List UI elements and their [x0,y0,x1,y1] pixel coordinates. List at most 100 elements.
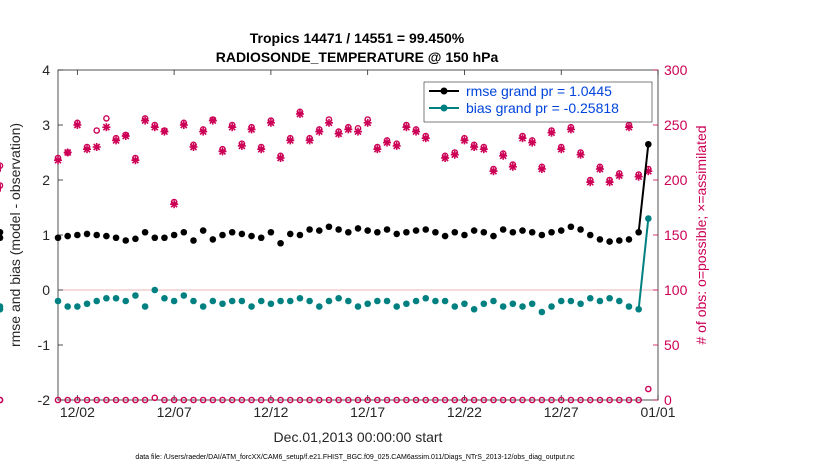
obs-possible-point [422,396,430,404]
left-tick-label: 4 [42,62,50,78]
obs-star-d2 [180,121,188,129]
obs-star-d2 [393,142,401,150]
obs-possible-point [645,385,652,393]
obs-star-d2 [73,121,81,129]
obs-possible-point [257,396,265,404]
bias-point [325,297,333,305]
bias-point [393,303,401,310]
obs-assimilated-point [54,156,62,165]
obs-star-d2 [586,178,594,186]
obs-assimilated-point [218,147,227,156]
bias-point [132,292,139,299]
rmse-point [296,231,304,239]
obs-star-d2 [615,172,623,180]
bias-point [383,297,391,305]
obs-possible-point [209,396,217,404]
obs-assimilated-point [479,145,488,154]
obs-star-d2 [102,123,110,131]
obs-star-d2 [209,117,217,125]
obs-star-d2 [112,136,120,144]
obs-assimilated-point [547,128,556,137]
obs-assimilated-point [276,154,285,162]
rmse-point [557,227,565,234]
bias-point [480,300,488,308]
bias-point [190,297,197,305]
obs-possible-point [199,396,207,404]
rmse-point [596,236,604,243]
obs-assimilated-point [402,123,411,132]
x-tick-label: 12/27 [544,404,579,420]
obs-star-d2 [286,136,294,144]
obs-assimilated-point [237,141,246,150]
obs-possible-point [615,396,623,404]
obs-assimilated-point [373,145,382,154]
rmse-point [480,228,488,236]
left-tick-label: -2 [38,392,51,408]
x-tick-label: 12/17 [350,404,385,420]
obs-possible-point [64,396,71,404]
obs-star-d2 [635,173,643,181]
obs-possible-point [354,396,362,404]
rmse-point [374,228,381,236]
obs-possible-point [432,396,439,404]
bias-point [635,305,642,313]
rmse-point [403,228,410,236]
rmse-point [64,232,71,240]
obs-assimilated-point [102,123,111,132]
bias-point [577,300,584,308]
right-tick-label: 200 [664,172,688,188]
obs-assimilated-point [354,127,362,136]
obs-star-d2 [306,136,314,144]
obs-possible-point [393,396,401,404]
rmse-point [83,230,91,238]
obs-assimilated-point [470,143,479,151]
legend-rmse-label: rmse grand pr = 1.0445 [466,83,612,99]
obs-possible-point [112,396,120,404]
obs-possible-point [0,396,4,404]
obs-assimilated-point [566,125,575,134]
obs-assimilated-point [324,118,333,127]
obs-star-d2 [567,125,575,133]
bias-point [596,297,604,305]
bias-point [548,303,555,310]
rmse-point [615,237,623,244]
obs-assimilated-point [450,150,459,159]
obs-possible-point [509,396,517,404]
obs-assimilated-point [363,118,372,127]
obs-star-d2 [460,136,469,144]
obs-possible-point [151,394,159,402]
x-tick-label: 12/22 [447,404,482,420]
obs-star-d2 [422,134,430,142]
bias-point [432,297,439,305]
obs-assimilated-point [150,123,159,132]
obs-star-d2 [557,145,565,153]
obs-possible-point [528,396,536,404]
obs-assimilated-point [83,145,92,154]
x-tick-label: 12/07 [157,404,192,420]
rmse-point [364,227,371,234]
obs-possible-point [325,396,333,404]
obs-assimilated-point [179,121,188,129]
rmse-point [383,226,391,233]
obs-star-d2 [151,123,159,131]
obs-possible-point [248,396,255,404]
obs-possible-point [519,396,526,404]
chart-title-line2: RADIOSONDE_TEMPERATURE @ 150 hPa [216,49,499,65]
left-tick-label: -1 [38,337,51,353]
rmse-point [257,234,265,242]
left-tick-label: 3 [42,117,50,133]
rmse-point [112,234,120,242]
obs-star-d2 [354,128,362,136]
y-axis-label-right: # of obs: o=possible; ×=assimilated [693,125,709,344]
obs-star-d2 [509,163,517,171]
obs-possible-point [461,396,468,404]
rmse-point [490,232,497,240]
left-tick-label: 0 [42,282,50,298]
obs-assimilated-point [266,118,275,127]
obs-assimilated-point [615,171,624,180]
rmse-point [345,228,352,236]
obs-assimilated-point [334,129,343,138]
bias-line [637,218,650,310]
rmse-point [412,227,420,234]
bias-point [403,300,410,308]
